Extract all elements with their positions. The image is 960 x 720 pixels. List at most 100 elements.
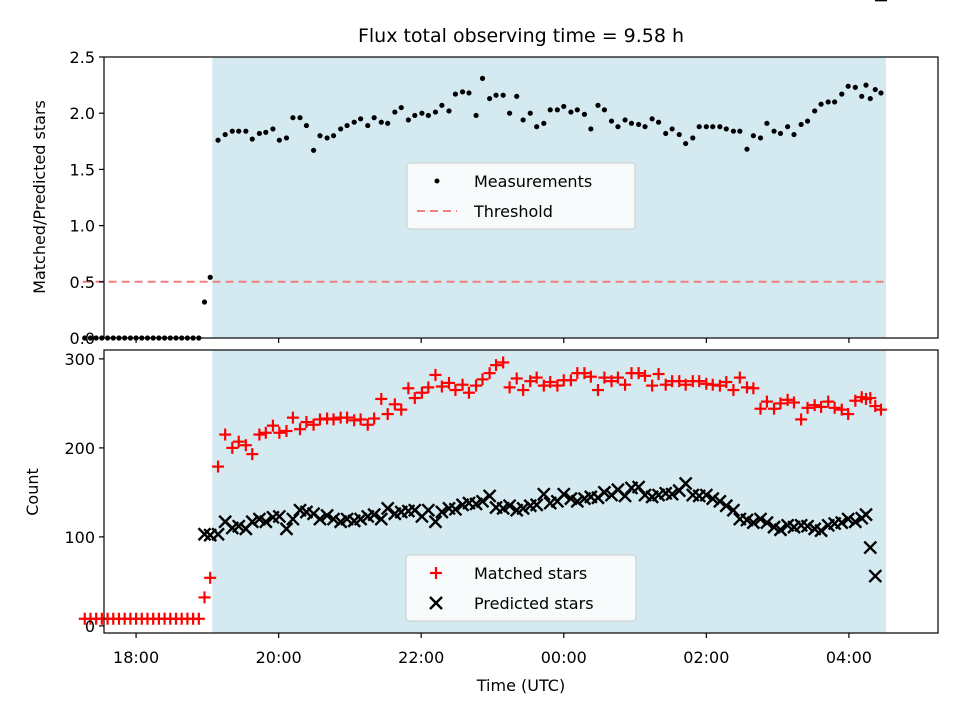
- measurement-point: [784, 124, 791, 130]
- matched-stars-point: [733, 371, 746, 384]
- measurement-point: [215, 137, 221, 143]
- predicted-stars-point: [841, 512, 856, 526]
- measurement-point: [588, 126, 594, 132]
- predicted-stars-point: [556, 487, 571, 502]
- legend-measurements-marker: [434, 178, 440, 184]
- predicted-stars-point: [800, 519, 815, 534]
- measurement-point: [310, 147, 317, 153]
- measurement-point: [832, 99, 838, 105]
- matched-stars-point: [795, 413, 808, 426]
- top-y-tick-label: 1.5: [70, 160, 95, 179]
- predicted-stars-point: [326, 512, 341, 526]
- bottom-axes: 0 100 200 300 18:00 20:00 22:00 00:00 02:00 04:0…: [23, 0, 939, 695]
- measurement-point: [723, 126, 729, 132]
- measurement-point: [303, 122, 310, 129]
- predicted-stars-point: [868, 569, 883, 583]
- x-tick-label: 18:00: [113, 648, 159, 667]
- matched-stars-point: [226, 441, 239, 454]
- predicted-stars-point: [863, 540, 878, 555]
- measurement-point: [669, 126, 675, 132]
- matched-stars-point: [408, 392, 421, 405]
- predicted-stars-point: [760, 515, 774, 530]
- matched-stars-point: [402, 382, 415, 395]
- matched-stars-point: [294, 423, 307, 436]
- predicted-stars-point: [665, 487, 679, 502]
- matched-stars-point: [266, 419, 279, 432]
- measurement-point: [330, 133, 337, 139]
- matched-stars-point: [530, 371, 543, 384]
- predicted-stars-point: [279, 522, 294, 536]
- predicted-stars-point: [435, 505, 449, 519]
- x-tick-label: 00:00: [541, 648, 587, 667]
- matched-stars-point: [192, 612, 205, 625]
- matched-stars-point: [747, 382, 760, 395]
- predicted-stars-point: [502, 498, 517, 513]
- chart-title: Flux total observing time = 9.58 h: [358, 25, 684, 47]
- measurement-point: [439, 102, 445, 108]
- matched-stars-point: [815, 400, 828, 413]
- measurement-point: [655, 119, 662, 125]
- matched-stars-point: [713, 379, 726, 392]
- measurement-point: [256, 130, 262, 137]
- matched-stars-point: [788, 396, 801, 409]
- matched-stars-point: [551, 379, 564, 392]
- measurement-point: [878, 90, 884, 96]
- measurement-point: [547, 107, 553, 113]
- measurement-point: [452, 91, 459, 97]
- predicted-stars-point: [529, 498, 544, 512]
- matched-stars-point: [801, 401, 814, 414]
- measurement-point: [317, 133, 323, 139]
- measurement-point: [500, 92, 506, 98]
- matched-stars-point: [584, 370, 597, 383]
- measurement-point: [703, 124, 709, 130]
- predicted-stars-point: [482, 489, 497, 503]
- matched-stars-point: [517, 384, 530, 397]
- predicted-stars-point: [713, 494, 727, 509]
- measurement-point: [771, 128, 777, 134]
- measurement-point: [263, 129, 269, 135]
- measurement-point: [201, 299, 208, 305]
- predicted-stars-point: [258, 514, 273, 529]
- measurement-point: [777, 130, 784, 137]
- top-y-ticks: 0.0 0.5 1.0 1.5 2.0 2.5: [70, 48, 104, 348]
- matched-stars-point: [435, 380, 448, 393]
- bottom-y-axis-label: Count: [23, 468, 42, 516]
- measurement-point: [459, 89, 466, 95]
- measurement-point: [730, 128, 737, 134]
- predicted-stars-point: [380, 501, 395, 516]
- measurement-point: [649, 116, 655, 122]
- predicted-stars-point: [536, 487, 551, 502]
- measurement-point: [392, 109, 398, 115]
- matched-stars-point: [239, 439, 252, 452]
- legend-matched-marker: [430, 567, 442, 579]
- measurement-point: [608, 118, 615, 124]
- bottom-y-tick-label: 100: [64, 528, 95, 547]
- legend-predicted-label: Predicted stars: [474, 594, 594, 613]
- measurement-point: [710, 124, 716, 130]
- bottom-legend: Matched stars Predicted stars: [405, 554, 637, 622]
- measurement-point: [615, 124, 621, 130]
- matched-stars-point: [781, 393, 794, 406]
- measurement-point: [845, 83, 851, 89]
- matched-stars-point: [476, 373, 489, 386]
- predicted-stars-point: [516, 501, 530, 516]
- top-y-tick-label: 0.0: [70, 329, 95, 348]
- matched-stars-point: [652, 368, 665, 381]
- measurement-point: [636, 121, 642, 128]
- matched-stars-point: [578, 367, 591, 380]
- measurement-point: [791, 131, 797, 138]
- x-tick-label: 22:00: [398, 648, 444, 667]
- matched-stars-point: [415, 386, 428, 399]
- top-plot-frame: [103, 56, 939, 339]
- matched-stars-point: [510, 372, 523, 385]
- measurement-point: [574, 107, 580, 113]
- predicted-stars-point: [367, 507, 382, 522]
- top-y-tick-label: 0.5: [70, 273, 95, 292]
- measurement-point: [554, 107, 560, 113]
- matched-stars-point: [219, 428, 232, 441]
- x-tick-label: 20:00: [256, 648, 302, 667]
- measurement-point: [479, 75, 486, 81]
- matched-stars-point: [537, 379, 550, 392]
- predicted-stars-point: [753, 512, 768, 526]
- predicted-stars-point: [773, 522, 788, 537]
